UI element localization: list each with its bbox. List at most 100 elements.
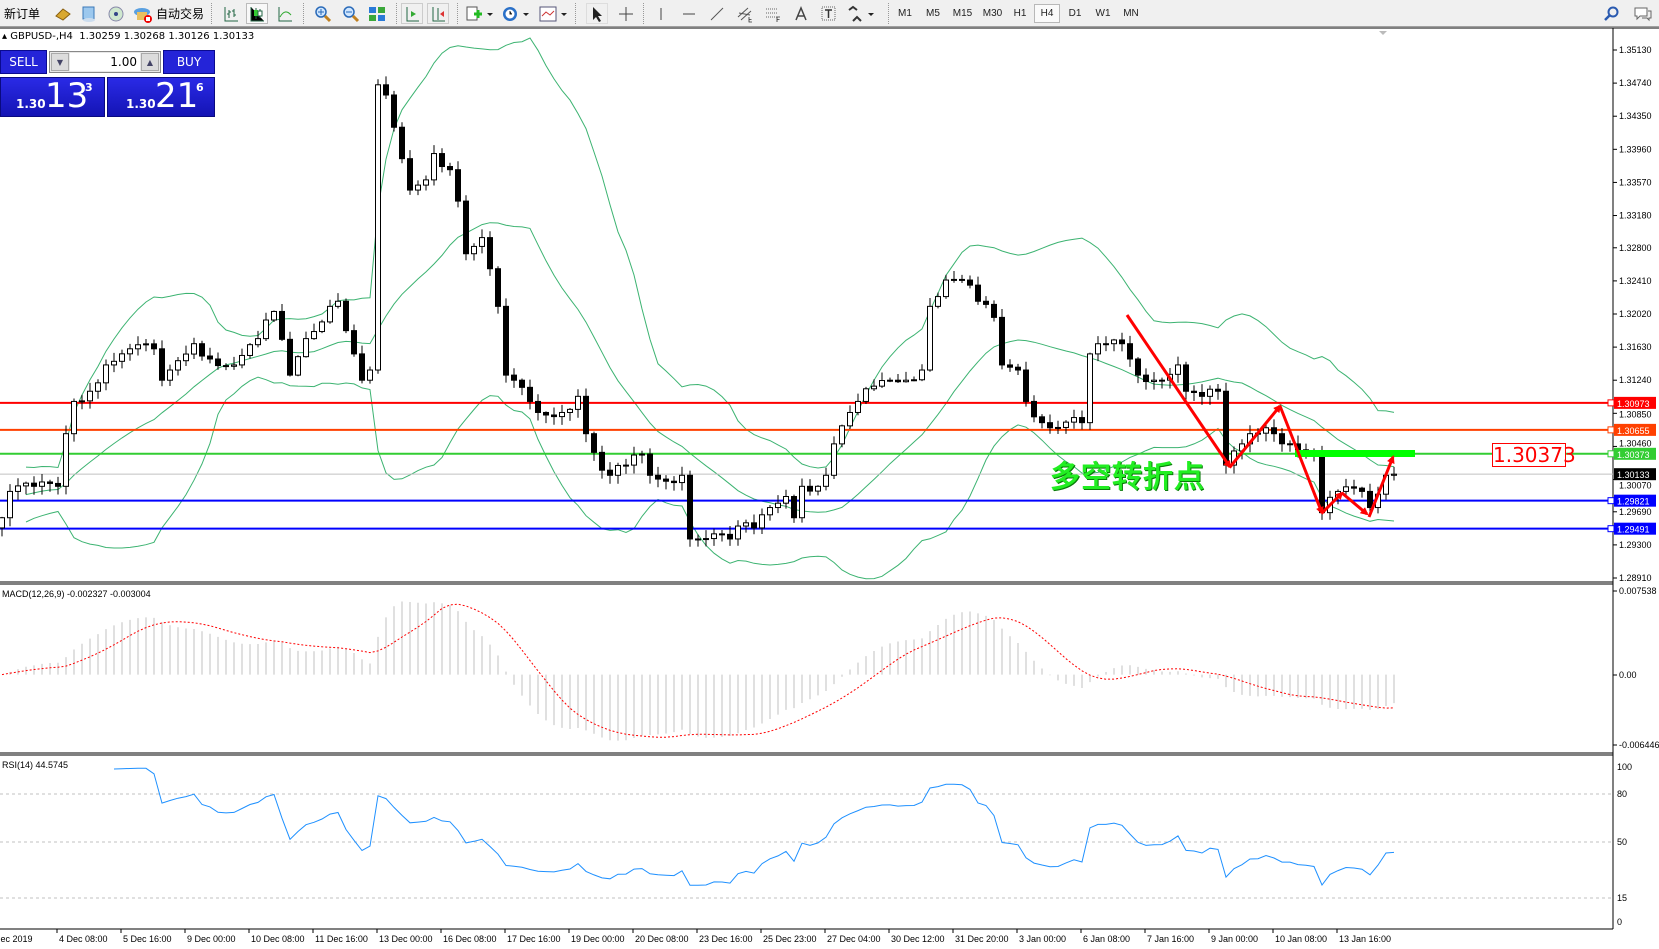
sell-price[interactable]: 1.30 13 3 (0, 76, 105, 117)
timeframe-h4[interactable]: H4 (1034, 4, 1060, 23)
auto-trading-button[interactable]: 自动交易 (155, 7, 204, 21)
price-label-annotation[interactable]: 1.30373 (1492, 443, 1576, 467)
bear-candle (207, 355, 213, 360)
bull-candle (927, 305, 933, 371)
horizontal-line-icon[interactable] (678, 3, 700, 24)
chat-icon[interactable] (1632, 3, 1654, 24)
auto-scroll-icon[interactable] (427, 3, 449, 24)
bull-candle (111, 360, 117, 366)
zoom-out-icon[interactable] (340, 3, 362, 24)
bear-candle (671, 480, 677, 484)
arrows-icon[interactable] (845, 3, 877, 24)
crosshair-icon[interactable] (615, 3, 637, 24)
tile-windows-icon[interactable] (366, 3, 388, 24)
cursor-icon[interactable] (586, 3, 608, 24)
timeframe-m30[interactable]: M30 (982, 8, 1003, 19)
fibonacci-icon[interactable] (762, 3, 784, 24)
price-level-label: 1.29491 (1617, 525, 1650, 535)
turning-point-annotation[interactable]: 多空转折点 (1050, 460, 1205, 495)
auto-trading-icon[interactable] (132, 3, 154, 24)
bear-candle (199, 343, 205, 357)
toolbar-separator (888, 3, 890, 24)
new-order-button[interactable]: 新订单 (3, 7, 40, 21)
candlestick-icon[interactable] (246, 3, 268, 24)
buy-price[interactable]: 1.30 21 6 (107, 76, 215, 117)
toolbar-separator (303, 3, 305, 24)
trendline-icon[interactable] (706, 3, 728, 24)
toolbar-separator (643, 3, 645, 24)
price-level-label: 1.30373 (1617, 450, 1650, 460)
timeframe-mn[interactable]: MN (1123, 8, 1139, 19)
bull-candle (423, 179, 429, 186)
equidistant-channel-icon[interactable] (734, 3, 756, 24)
bear-candle (343, 300, 349, 332)
signals-icon[interactable] (105, 3, 127, 24)
timeframe-m15[interactable]: M15 (952, 8, 973, 19)
bear-candle (647, 453, 653, 476)
zigzag-arrow (1367, 455, 1395, 518)
sell-price-pip: 3 (85, 81, 93, 94)
indicators-icon[interactable] (464, 3, 496, 24)
bull-candle (767, 507, 773, 516)
market-watch-icon[interactable] (78, 3, 100, 24)
lot-increase-button[interactable]: ▲ (141, 53, 159, 71)
bull-candle (567, 408, 573, 413)
bull-candle (103, 364, 109, 384)
chart-shift-icon[interactable] (401, 3, 423, 24)
search-icon[interactable] (1601, 3, 1623, 24)
time-tick-label: 9 Jan 00:00 (1211, 934, 1258, 944)
buy-button[interactable]: BUY (163, 50, 215, 74)
rsi-tick-label: 80 (1617, 789, 1627, 799)
bear-candle (983, 300, 989, 305)
lot-decrease-button[interactable]: ▼ (51, 53, 69, 71)
lot-size-input[interactable]: 1.00 (70, 53, 140, 71)
timeframe-h1[interactable]: H1 (1013, 8, 1027, 19)
price-level-label: 1.29821 (1617, 497, 1650, 507)
vertical-line-icon[interactable] (650, 3, 672, 24)
macd-tick-label: 0.007538 (1619, 586, 1657, 596)
bull-candle (799, 485, 805, 519)
price-level-tag (1614, 494, 1656, 507)
timeframe-m5[interactable]: M5 (926, 8, 940, 19)
bear-candle (1367, 490, 1373, 509)
bull-candle (239, 354, 245, 366)
bull-candle (183, 353, 189, 362)
zoom-in-icon[interactable] (312, 3, 334, 24)
text-icon[interactable] (790, 3, 812, 24)
bull-candle (271, 310, 277, 321)
bull-candle (887, 379, 893, 382)
collapse-icon[interactable]: ▴ (2, 31, 8, 42)
bull-candle (1175, 364, 1181, 375)
sell-button[interactable]: SELL (0, 50, 47, 74)
time-tick-label: 27 Dec 04:00 (827, 934, 881, 944)
timeframe-d1[interactable]: D1 (1068, 8, 1082, 19)
templates-icon[interactable] (538, 3, 570, 24)
time-tick-label: 20 Dec 08:00 (635, 934, 689, 944)
periods-icon[interactable] (500, 3, 532, 24)
time-tick-label: 25 Dec 23:00 (763, 934, 817, 944)
timeframe-m1[interactable]: M1 (898, 8, 912, 19)
bull-candle (295, 356, 301, 376)
bear-candle (999, 316, 1005, 366)
timeframe-w1[interactable]: W1 (1095, 8, 1111, 19)
open-data-window-icon[interactable] (52, 3, 74, 24)
bull-candle (951, 278, 957, 281)
price-level-tag (1614, 396, 1656, 409)
bull-candle (775, 502, 781, 509)
price-tick-label: 1.33180 (1619, 211, 1652, 221)
bull-candle (823, 474, 829, 487)
price-tick-label: 1.29690 (1619, 507, 1652, 517)
bull-candle (919, 369, 925, 381)
bull-candle (7, 490, 13, 519)
bear-candle (535, 400, 541, 413)
bull-candle (559, 411, 565, 418)
bar-chart-icon[interactable] (220, 3, 242, 24)
bear-candle (1359, 487, 1365, 492)
bull-candle (175, 360, 181, 371)
zigzag-arrow (1320, 491, 1344, 515)
text-label-icon[interactable] (818, 3, 840, 24)
line-chart-icon[interactable] (274, 3, 296, 24)
bear-candle (1199, 391, 1205, 397)
bollinger-bands (25, 37, 1395, 580)
